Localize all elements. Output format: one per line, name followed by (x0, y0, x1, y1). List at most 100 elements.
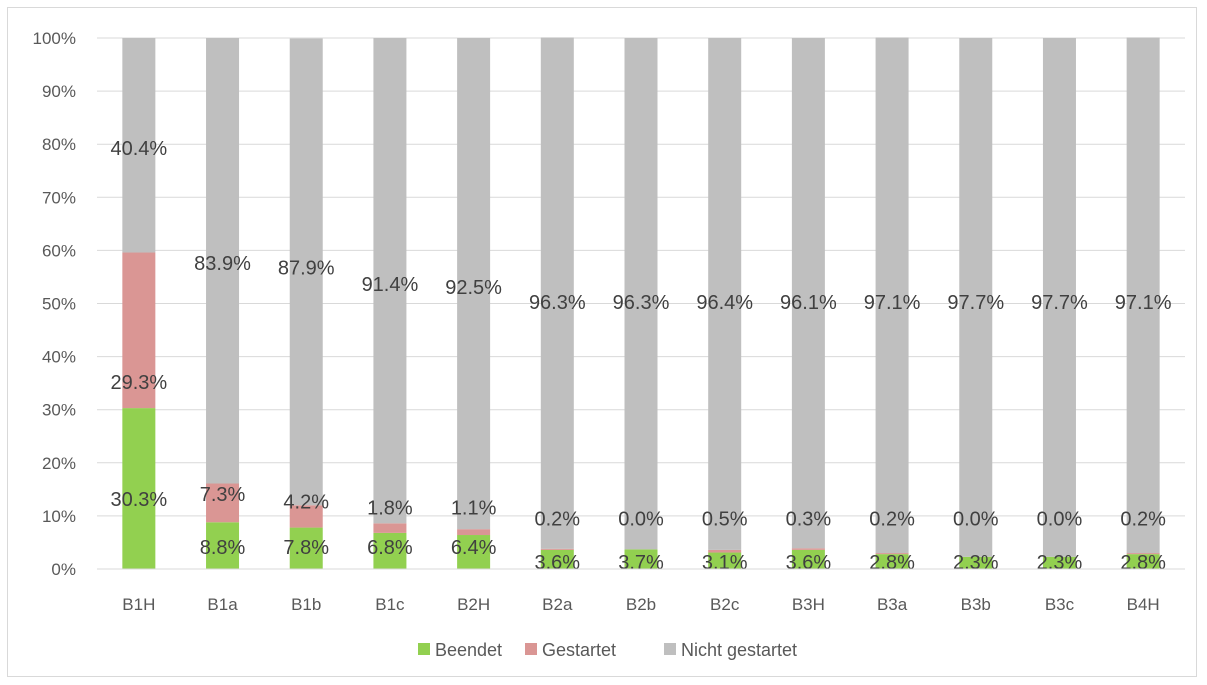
x-tick-label: B2a (542, 595, 573, 614)
x-tick-label: B2H (457, 595, 490, 614)
data-label-beendet: 3.7% (618, 552, 664, 574)
bar-segment-beendet (1126, 554, 1160, 569)
data-label-beendet: 8.8% (200, 537, 246, 559)
bar-segment-nicht-gestartet (289, 38, 323, 506)
data-label-gestartet: 4.2% (283, 492, 329, 514)
legend-swatch-nicht-gestartet (664, 643, 676, 655)
data-label-nicht-gestartet: 96.3% (529, 292, 586, 314)
data-label-beendet: 2.3% (1037, 552, 1083, 574)
x-tick-label: B1H (122, 595, 155, 614)
x-tick-label: B3b (961, 595, 991, 614)
y-tick-label: 90% (42, 82, 76, 101)
x-tick-label: B1a (207, 595, 238, 614)
data-label-nicht-gestartet: 97.7% (947, 292, 1004, 314)
bar-segment-nicht-gestartet (122, 38, 156, 253)
bar-segment-nicht-gestartet (1042, 38, 1076, 557)
bar-segment-nicht-gestartet (457, 38, 491, 530)
data-label-beendet: 2.8% (869, 552, 915, 574)
data-label-nicht-gestartet: 96.3% (613, 292, 670, 314)
bar-segment-nicht-gestartet (540, 37, 574, 549)
legend-label-nicht-gestartet: Nicht gestartet (681, 640, 797, 660)
data-label-gestartet: 7.3% (200, 484, 246, 506)
data-label-beendet: 7.8% (283, 537, 329, 559)
data-label-beendet: 2.3% (953, 552, 999, 574)
y-tick-label: 80% (42, 135, 76, 154)
bar-segment-beendet (959, 556, 993, 569)
data-label-gestartet: 29.3% (110, 372, 167, 394)
y-axis-tick-labels: 0% 10% 20% 30% 40% 50% 60% 70% 80% 90% 100% (33, 29, 76, 579)
y-tick-label: 60% (42, 241, 76, 260)
data-label-beendet: 3.6% (786, 552, 832, 574)
data-label-gestartet: 0.0% (1037, 509, 1083, 531)
bar-segment-beendet (791, 549, 825, 569)
x-tick-label: B3a (877, 595, 908, 614)
bar-segment-beendet (373, 532, 407, 569)
legend-label-gestartet: Gestartet (542, 640, 616, 660)
y-tick-label: 20% (42, 454, 76, 473)
data-label-nicht-gestartet: 96.1% (780, 292, 837, 314)
legend-label-beendet: Beendet (435, 640, 502, 660)
bar-segment-gestartet (289, 505, 323, 528)
data-label-beendet: 30.3% (110, 489, 167, 511)
x-tick-label: B1b (291, 595, 321, 614)
data-label-gestartet: 0.2% (535, 509, 581, 531)
bar-segment-gestartet (1126, 553, 1160, 555)
bar-segment-nicht-gestartet (708, 38, 742, 550)
bar-segment-gestartet (875, 553, 909, 555)
bars (122, 37, 1160, 569)
x-tick-label: B2c (710, 595, 740, 614)
x-tick-label: B3c (1045, 595, 1075, 614)
x-tick-label: B3H (792, 595, 825, 614)
bar-segment-nicht-gestartet (791, 38, 825, 549)
data-label-nicht-gestartet: 97.7% (1031, 292, 1088, 314)
data-label-nicht-gestartet: 96.4% (696, 292, 753, 314)
data-label-gestartet: 1.1% (451, 497, 497, 519)
data-label-gestartet: 0.2% (869, 509, 915, 531)
x-tick-label: B2b (626, 595, 656, 614)
data-label-beendet: 2.8% (1120, 552, 1166, 574)
data-label-nicht-gestartet: 97.1% (1115, 292, 1172, 314)
bar-segment-gestartet (708, 549, 742, 553)
bar-segment-beendet (1042, 556, 1076, 569)
bar-segment-gestartet (457, 529, 491, 536)
data-label-nicht-gestartet: 40.4% (110, 138, 167, 160)
y-tick-label: 40% (42, 348, 76, 367)
bar-segment-nicht-gestartet (624, 38, 658, 550)
data-label-gestartet: 0.0% (618, 509, 664, 531)
data-label-gestartet: 0.2% (1120, 509, 1166, 531)
x-tick-label: B4H (1127, 595, 1160, 614)
data-label-beendet: 3.1% (702, 552, 748, 574)
y-tick-label: 10% (42, 507, 76, 526)
bar-segment-gestartet (373, 523, 407, 533)
bar-segment-beendet (540, 549, 574, 569)
bar-segment-beendet (289, 527, 323, 569)
bar-segment-gestartet (206, 483, 240, 523)
y-tick-label: 70% (42, 188, 76, 207)
x-tick-label: B1c (375, 595, 405, 614)
data-label-beendet: 6.8% (367, 537, 413, 559)
bar-segment-beendet (206, 522, 240, 569)
chart-frame (7, 7, 1197, 677)
bar-segment-beendet (624, 549, 658, 569)
bar-segment-nicht-gestartet (959, 38, 993, 557)
bar-segment-gestartet (791, 548, 825, 550)
data-label-gestartet: 0.0% (953, 509, 999, 531)
data-label-gestartet: 1.8% (367, 497, 413, 519)
y-tick-label: 100% (33, 29, 76, 48)
data-label-gestartet: 0.3% (786, 509, 832, 531)
legend-swatch-beendet (418, 643, 430, 655)
bar-segment-nicht-gestartet (373, 38, 407, 524)
bar-segment-beendet (122, 408, 156, 569)
bar-segment-nicht-gestartet (875, 37, 909, 554)
data-label-nicht-gestartet: 83.9% (194, 253, 251, 275)
data-label-nicht-gestartet: 97.1% (864, 292, 921, 314)
bar-segment-gestartet (122, 252, 156, 409)
data-label-nicht-gestartet: 87.9% (278, 257, 335, 279)
bar-segment-beendet (457, 535, 491, 569)
y-tick-label: 0% (51, 560, 76, 579)
bar-segment-gestartet (540, 548, 574, 550)
bar-segment-beendet (875, 554, 909, 569)
x-axis-tick-labels: B1H B1a B1b B1c B2H B2a B2b B2c B3H B3a B3b B3c B4H (122, 595, 1159, 614)
data-label-nicht-gestartet: 91.4% (362, 274, 419, 296)
